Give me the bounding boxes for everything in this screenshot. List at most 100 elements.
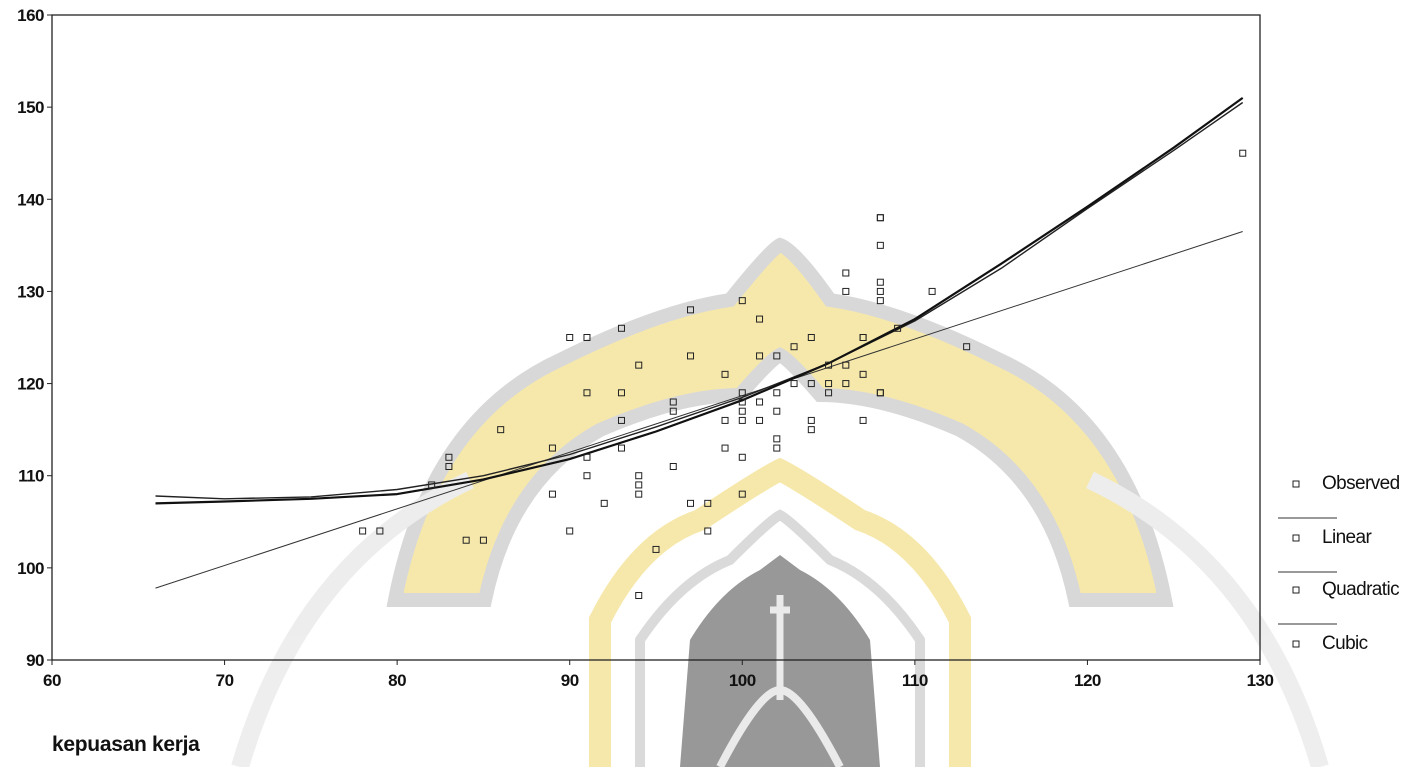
x-axis-label: kepuasan kerja xyxy=(52,733,200,756)
observed-point xyxy=(428,481,436,489)
fit-lines xyxy=(155,97,1244,589)
observed-point xyxy=(894,324,902,332)
observed-point xyxy=(635,361,643,369)
observed-point xyxy=(825,361,833,369)
observed-point xyxy=(876,241,884,249)
observed-point xyxy=(652,545,660,553)
observed-point xyxy=(876,287,884,295)
observed-point xyxy=(583,472,591,480)
legend-marker-linear xyxy=(1292,534,1300,542)
observed-point xyxy=(497,426,505,434)
observed-point xyxy=(756,315,764,323)
observed-point xyxy=(635,490,643,498)
observed-point xyxy=(376,527,384,535)
x-tick-label-110: 110 xyxy=(902,671,928,690)
legend: Observed Linear Quadratic Cubic xyxy=(1278,473,1400,654)
observed-point xyxy=(738,398,746,406)
observed-point xyxy=(790,380,798,388)
observed-point xyxy=(738,490,746,498)
observed-point xyxy=(807,426,815,434)
observed-point xyxy=(756,398,764,406)
observed-point xyxy=(738,407,746,415)
x-tick-label-100: 100 xyxy=(729,671,756,690)
observed-point xyxy=(721,370,729,378)
observed-point xyxy=(859,416,867,424)
observed-point xyxy=(617,444,625,452)
observed-point xyxy=(704,527,712,535)
y-tick-label-150: 150 xyxy=(17,98,44,117)
observed-point xyxy=(876,214,884,222)
legend-label-cubic: Cubic xyxy=(1322,633,1368,654)
y-tick-label-110: 110 xyxy=(18,467,44,486)
observed-point xyxy=(738,389,746,397)
observed-point xyxy=(825,389,833,397)
observed-point xyxy=(859,370,867,378)
series-line-linear xyxy=(155,231,1243,589)
observed-point xyxy=(738,453,746,461)
y-tick-label-130: 130 xyxy=(17,282,44,301)
observed-point xyxy=(617,416,625,424)
observed-point xyxy=(807,416,815,424)
observed-point xyxy=(738,416,746,424)
plot-frame xyxy=(51,14,1261,661)
observed-point xyxy=(773,444,781,452)
observed-point xyxy=(635,481,643,489)
x-tick-label-80: 80 xyxy=(388,671,406,690)
observed-point xyxy=(756,416,764,424)
x-tick-label-120: 120 xyxy=(1074,671,1101,690)
observed-point xyxy=(687,306,695,314)
observed-point xyxy=(721,444,729,452)
observed-point xyxy=(669,398,677,406)
observed-point xyxy=(842,287,850,295)
observed-point xyxy=(548,490,556,498)
plot-border xyxy=(51,14,1261,661)
observed-point xyxy=(876,214,884,222)
legend-marker-observed xyxy=(1292,480,1300,488)
x-tick-label-70: 70 xyxy=(216,671,234,690)
observed-point xyxy=(635,472,643,480)
observed-point xyxy=(876,278,884,286)
observed-point xyxy=(876,389,884,397)
y-tick-label-120: 120 xyxy=(17,375,44,394)
observed-point xyxy=(842,361,850,369)
observed-point xyxy=(617,324,625,332)
observed-point xyxy=(704,499,712,507)
observed-point xyxy=(566,527,574,535)
y-tick-label-160: 160 xyxy=(17,6,44,25)
observed-point xyxy=(825,380,833,388)
observed-point xyxy=(807,334,815,341)
observed-point xyxy=(842,380,850,388)
observed-point xyxy=(359,527,367,535)
observed-point xyxy=(635,592,643,599)
y-tick-label-140: 140 xyxy=(17,190,44,209)
observed-point xyxy=(669,407,677,415)
observed-point xyxy=(721,416,729,424)
observed-point xyxy=(773,435,781,443)
observed-point xyxy=(669,463,677,470)
legend-label-quadratic: Quadratic xyxy=(1322,579,1399,600)
observed-point xyxy=(445,453,453,461)
y-tick-label-90: 90 xyxy=(26,651,44,670)
observed-point xyxy=(687,352,695,360)
observed-point xyxy=(548,444,556,452)
observed-points xyxy=(359,149,1247,599)
x-tick-label-90: 90 xyxy=(561,671,579,690)
observed-point xyxy=(1239,149,1247,157)
legend-label-observed: Observed xyxy=(1322,473,1400,494)
x-tick-label-130: 130 xyxy=(1247,671,1274,690)
observed-point xyxy=(963,343,971,351)
observed-point xyxy=(583,453,591,461)
observed-point xyxy=(445,463,453,470)
observed-point xyxy=(773,352,781,360)
observed-point xyxy=(790,343,798,351)
university-seal-watermark xyxy=(231,237,1329,767)
legend-marker-cubic xyxy=(1292,640,1300,648)
observed-point xyxy=(583,334,591,341)
observed-point xyxy=(479,536,487,544)
observed-point xyxy=(842,269,850,277)
legend-label-linear: Linear xyxy=(1322,527,1372,548)
observed-point xyxy=(687,499,695,507)
observed-point xyxy=(773,389,781,397)
series-line-cubic xyxy=(155,97,1244,505)
